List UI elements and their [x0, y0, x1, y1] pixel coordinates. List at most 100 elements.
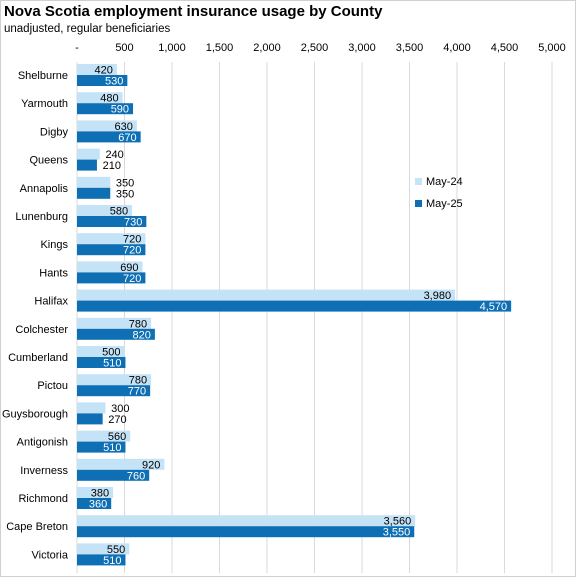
category-labels: Shelburne Yarmouth Digby Queens Annapolis Lun… [2, 70, 69, 561]
data-labels: 4205304805906306702402103503505807307207… [89, 65, 507, 567]
data-label: 360 [89, 499, 107, 511]
bar-may-25 [77, 328, 155, 340]
bar-may-25 [77, 244, 146, 256]
bar-may-24 [77, 402, 106, 414]
data-label: 690 [120, 262, 138, 274]
chart-subtitle: unadjusted, regular beneficiaries [4, 23, 171, 35]
bar-may-24 [77, 289, 456, 301]
x-tick-label: 4,000 [443, 42, 471, 54]
data-label: 210 [103, 160, 121, 172]
bar-may-25 [77, 131, 141, 143]
category-label: Guysborough [2, 408, 68, 420]
data-label: 300 [111, 403, 129, 415]
data-label: 820 [133, 329, 151, 341]
bars [77, 64, 512, 566]
x-tick-label: - [75, 42, 79, 54]
bar-may-25 [77, 357, 126, 368]
bar-may-25 [77, 441, 126, 453]
data-label: 350 [116, 177, 134, 189]
data-label: 4,570 [480, 301, 508, 313]
x-tick-label: 2,500 [301, 42, 329, 54]
category-label: Richmond [18, 493, 68, 505]
bar-may-25 [77, 103, 134, 115]
bar-may-25 [77, 469, 150, 481]
data-label: 560 [108, 431, 126, 443]
bar-may-24 [77, 176, 111, 188]
data-label: 630 [114, 121, 132, 133]
data-label: 580 [110, 206, 128, 218]
data-label: 760 [127, 470, 145, 482]
data-label: 920 [142, 459, 160, 471]
category-label: Kings [40, 239, 68, 251]
data-label: 510 [103, 442, 121, 454]
data-label: 510 [103, 555, 121, 567]
gridlines [76, 62, 553, 573]
bar-may-24 [77, 148, 100, 160]
category-label: Digby [40, 126, 69, 138]
bar-may-24 [77, 317, 152, 329]
data-label: 720 [123, 245, 141, 257]
x-tick-label: 500 [115, 42, 133, 54]
bar-may-25 [77, 498, 112, 509]
bar-may-25 [77, 413, 103, 425]
category-label: Queens [29, 155, 68, 167]
bar-may-25 [77, 554, 126, 566]
category-label: Yarmouth [21, 98, 68, 110]
bar-may-25 [77, 216, 147, 227]
legend: May-24 May-25 [415, 176, 463, 210]
category-label: Halifax [34, 296, 68, 308]
data-label: 420 [95, 65, 113, 77]
category-label: Cape Breton [6, 521, 68, 533]
bar-may-24 [77, 205, 133, 216]
category-label: Lunenburg [15, 211, 68, 223]
data-label: 3,550 [383, 527, 411, 539]
category-label: Antigonish [17, 437, 68, 449]
data-label: 510 [103, 358, 121, 370]
bar-may-25 [77, 272, 146, 284]
category-label: Victoria [32, 549, 69, 561]
data-label: 530 [105, 76, 123, 88]
data-label: 500 [102, 347, 120, 359]
bar-may-25 [77, 385, 151, 397]
bar-may-24 [77, 374, 152, 386]
bar-may-24 [77, 346, 125, 357]
bar-may-24 [77, 120, 137, 132]
bar-may-24 [77, 233, 146, 245]
data-label: 720 [123, 234, 141, 246]
bar-may-25 [77, 159, 97, 171]
legend-label-may-24: May-24 [426, 176, 463, 188]
bar-may-24 [77, 430, 131, 442]
category-label: Shelburne [18, 70, 68, 82]
data-label: 730 [124, 217, 142, 229]
data-label: 670 [118, 132, 136, 144]
data-label: 780 [129, 375, 147, 387]
data-label: 3,560 [384, 516, 412, 528]
data-label: 770 [128, 386, 146, 398]
bar-may-24 [77, 64, 117, 75]
x-tick-label: 1,500 [206, 42, 234, 54]
legend-swatch-may-25 [415, 200, 422, 207]
bar-may-24 [77, 543, 130, 555]
category-label: Colchester [15, 324, 68, 336]
data-label: 550 [107, 544, 125, 556]
bar-may-24 [77, 487, 114, 498]
bar-may-24 [77, 515, 416, 527]
x-axis-tick-labels: - 500 1,000 1,500 2,000 2,500 3,000 3,500 4,000 4… [75, 42, 566, 54]
data-label: 590 [111, 104, 129, 116]
category-label: Cumberland [8, 352, 68, 364]
category-label: Hants [39, 267, 68, 279]
bar-may-25 [77, 187, 111, 199]
x-tick-label: 2,000 [253, 42, 281, 54]
x-tick-label: 3,000 [348, 42, 376, 54]
bar-may-24 [77, 261, 143, 273]
data-label: 480 [100, 93, 118, 105]
bar-may-24 [77, 458, 165, 470]
category-label: Annapolis [20, 183, 69, 195]
bar-may-25 [77, 75, 128, 86]
x-tick-label: 1,000 [158, 42, 186, 54]
data-label: 3,980 [424, 290, 452, 302]
bar-may-25 [77, 526, 415, 538]
bar-may-25 [77, 300, 512, 312]
chart-title: Nova Scotia employment insurance usage b… [4, 3, 383, 20]
